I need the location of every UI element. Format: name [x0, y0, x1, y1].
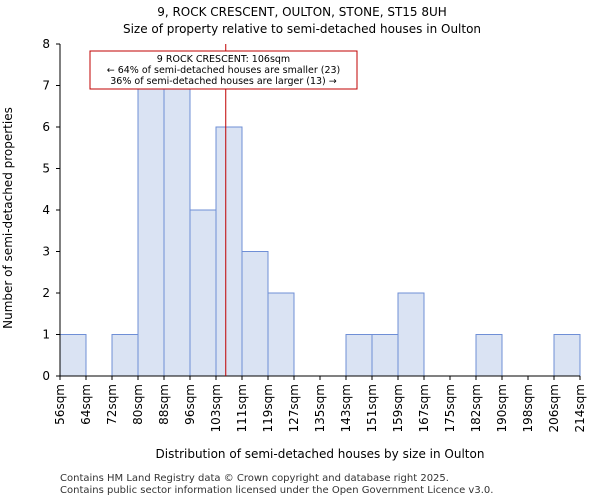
- bar-88sqm: [163, 85, 191, 377]
- y-tick-label: 3: [42, 245, 50, 259]
- y-tick-label: 2: [42, 286, 50, 300]
- bar-96sqm: [189, 209, 217, 377]
- y-tick-label: 5: [42, 162, 50, 176]
- x-tick-label: 88sqm: [157, 384, 171, 425]
- bar-182sqm: [475, 334, 503, 377]
- bar-159sqm: [397, 292, 425, 377]
- marker-annotation-box: [89, 50, 358, 90]
- marker-annotation-smaller: ← 64% of semi-detached houses are smalle…: [107, 65, 341, 76]
- y-tick-label: 6: [42, 120, 50, 134]
- y-tick-label: 4: [42, 203, 50, 217]
- y-tick-label: 8: [42, 37, 50, 51]
- chart-subtitle: Size of property relative to semi-detach…: [123, 22, 481, 36]
- x-tick-label: 214sqm: [573, 384, 587, 432]
- bar-206sqm: [553, 334, 581, 377]
- marker-group: 9 ROCK CRESCENT: 106sqm ← 64% of semi-de…: [89, 44, 358, 376]
- x-tick-label: 182sqm: [469, 384, 483, 432]
- x-tick-label: 96sqm: [183, 384, 197, 425]
- x-tick-label: 167sqm: [417, 384, 431, 432]
- marker-annotation-larger: 36% of semi-detached houses are larger (…: [110, 76, 337, 87]
- marker-annotation-title: 9 ROCK CRESCENT: 106sqm: [157, 54, 290, 65]
- x-tick-label: 198sqm: [521, 384, 535, 432]
- bar-151sqm: [371, 334, 399, 377]
- x-tick-label: 119sqm: [261, 384, 275, 432]
- bar-119sqm: [267, 292, 295, 377]
- bar-103sqm: [215, 126, 243, 377]
- x-tick-label: 190sqm: [495, 384, 509, 432]
- bars-group: [59, 85, 581, 377]
- footer-line-1: Contains HM Land Registry data © Crown c…: [60, 473, 449, 484]
- x-tick-label: 64sqm: [79, 384, 93, 425]
- bar-143sqm: [345, 334, 373, 377]
- x-tick-label: 175sqm: [443, 384, 457, 432]
- y-ticks-group: 0 1 2 3 4 5 6 7 8: [42, 37, 60, 383]
- x-ticks-group: 56sqm 64sqm 72sqm 80sqm 88sqm 96sqm 103sqm 111s…: [53, 376, 587, 432]
- x-tick-label: 103sqm: [209, 384, 223, 432]
- y-tick-label: 7: [42, 79, 50, 93]
- x-axis-label: Distribution of semi-detached houses by …: [156, 447, 485, 461]
- x-tick-label: 151sqm: [365, 384, 379, 432]
- y-tick-label: 0: [42, 369, 50, 383]
- x-tick-label: 159sqm: [391, 384, 405, 432]
- x-tick-label: 111sqm: [235, 384, 249, 432]
- footer-line-2: Contains public sector information licen…: [60, 485, 494, 496]
- bar-72sqm: [111, 334, 139, 377]
- bar-80sqm: [137, 85, 165, 377]
- chart-title: 9, ROCK CRESCENT, OULTON, STONE, ST15 8U…: [157, 5, 447, 19]
- x-tick-label: 56sqm: [53, 384, 67, 425]
- bar-111sqm: [241, 251, 269, 377]
- x-tick-label: 127sqm: [287, 384, 301, 432]
- y-tick-label: 1: [42, 328, 50, 342]
- x-tick-label: 206sqm: [547, 384, 561, 432]
- bar-56sqm: [59, 334, 87, 377]
- x-tick-label: 135sqm: [313, 384, 327, 432]
- x-tick-label: 80sqm: [131, 384, 145, 425]
- y-axis-label: Number of semi-detached properties: [1, 107, 15, 329]
- axes-group: [59, 44, 580, 377]
- x-tick-label: 143sqm: [339, 384, 353, 432]
- x-tick-label: 72sqm: [105, 384, 119, 425]
